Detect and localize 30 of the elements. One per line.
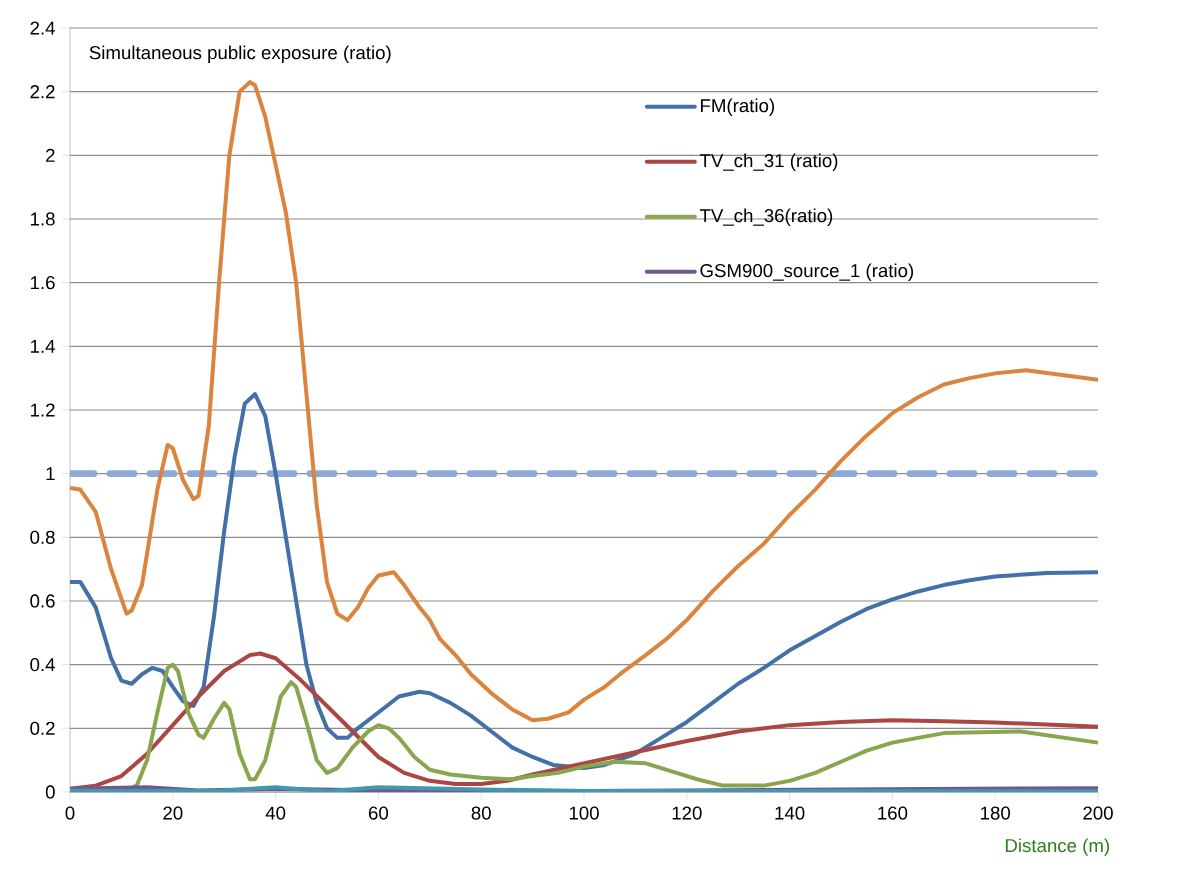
y-tick-label: 1.4 bbox=[30, 339, 55, 353]
y-tick-label: 1 bbox=[46, 467, 55, 481]
x-tick-label: 60 bbox=[368, 806, 389, 820]
y-tick-label: 0.4 bbox=[30, 658, 55, 672]
y-tick-label: 0.6 bbox=[30, 594, 55, 608]
x-tick-label: 20 bbox=[163, 806, 183, 820]
x-tick-label: 200 bbox=[1083, 806, 1113, 820]
legend-label: FM(ratio) bbox=[701, 98, 775, 116]
x-tick-label: 140 bbox=[775, 806, 805, 820]
y-tick-label: 0 bbox=[45, 785, 55, 799]
x-tick-label: 160 bbox=[878, 806, 908, 820]
y-tick-label: 1.2 bbox=[30, 403, 55, 417]
x-axis-title: Distance (m) bbox=[1005, 838, 1109, 856]
legend-label: TV_ch_31 (ratio) bbox=[699, 153, 838, 171]
y-tick-label: 1.8 bbox=[30, 212, 55, 226]
legend-label: TV_ch_36(ratio) bbox=[699, 208, 833, 226]
legend-label: GSM900_source_1 (ratio) bbox=[700, 263, 914, 281]
text: Simultaneous public exposure (ratio) bbox=[89, 45, 391, 63]
y-tick-label: 0.8 bbox=[30, 530, 55, 544]
x-tick-label: 180 bbox=[981, 806, 1011, 820]
y-tick-label: 1.6 bbox=[30, 276, 55, 290]
x-tick-label: 100 bbox=[569, 806, 599, 820]
y-tick-label: 0.2 bbox=[30, 721, 55, 735]
y-tick-label: 2.4 bbox=[30, 21, 55, 35]
x-tick-label: 80 bbox=[471, 806, 491, 820]
x-tick-label: 0 bbox=[65, 806, 75, 820]
x-tick-label: 40 bbox=[265, 806, 286, 820]
y-tick-label: 2 bbox=[46, 148, 55, 162]
y-tick-label: 2.2 bbox=[30, 85, 55, 99]
x-tick-label: 120 bbox=[672, 806, 702, 820]
